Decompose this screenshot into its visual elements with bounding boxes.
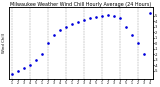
Title: Milwaukee Weather Wind Chill Hourly Average (24 Hours): Milwaukee Weather Wind Chill Hourly Aver… (10, 2, 151, 7)
Text: Wind Chill: Wind Chill (2, 33, 6, 53)
